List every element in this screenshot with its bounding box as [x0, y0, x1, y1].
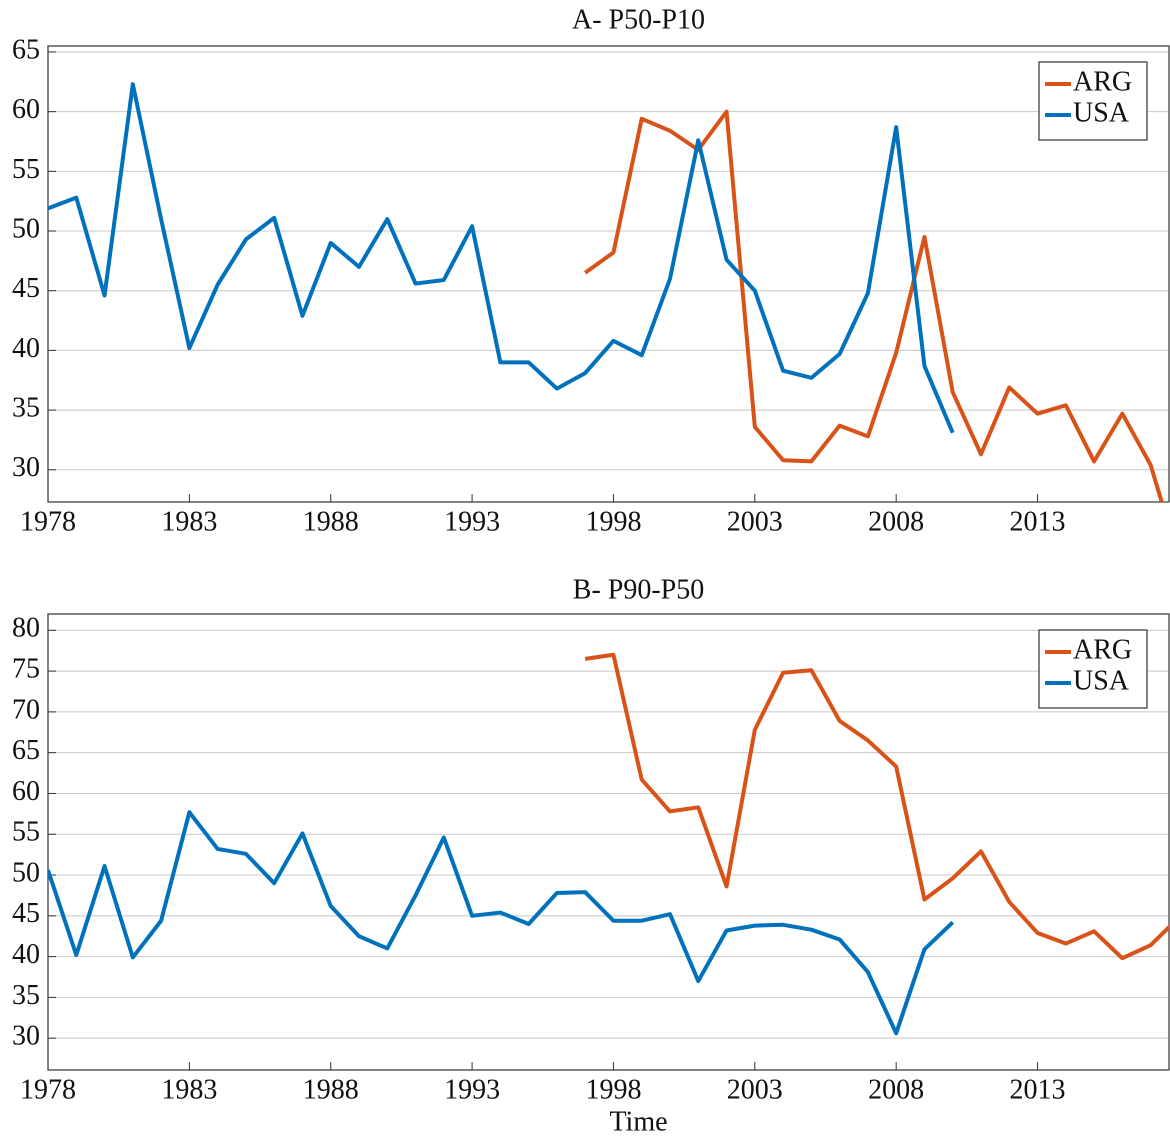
- x-tick-label: 2003: [727, 506, 783, 537]
- x-tick-label: 1988: [303, 1074, 359, 1105]
- y-tick-label: 45: [12, 273, 40, 304]
- legend-box: [1038, 61, 1148, 141]
- x-tick-label: 1998: [585, 1074, 641, 1105]
- lines: [48, 82, 1164, 502]
- y-tick-label: 40: [12, 939, 40, 970]
- legend-box: [1038, 629, 1148, 709]
- y-tick-label: 70: [12, 694, 40, 725]
- y-tick-label: 30: [12, 452, 40, 483]
- x-tick-label: 2003: [727, 1074, 783, 1105]
- x-axis-label: Time: [609, 1106, 667, 1137]
- x-tick-label: 1988: [303, 506, 359, 537]
- x-tick-label: 1978: [20, 506, 76, 537]
- chart-title: A- P50-P10: [572, 4, 705, 35]
- series-line: [48, 810, 955, 1036]
- x-tick-label: 1993: [444, 1074, 500, 1105]
- legend-label: ARG: [1073, 66, 1132, 97]
- x-tick-label: 2008: [868, 1074, 924, 1105]
- y-tick-label: 80: [12, 613, 40, 644]
- y-tick-label: 50: [12, 857, 40, 888]
- y-tick-label: 40: [12, 333, 40, 364]
- series-line: [584, 652, 1169, 961]
- y-tick-label: 30: [12, 1021, 40, 1052]
- x-tick-label: 1998: [585, 506, 641, 537]
- plot-frame: [47, 45, 1170, 503]
- y-tick-label: 55: [12, 817, 40, 848]
- legend-label: USA: [1073, 665, 1130, 696]
- y-tick-label: 60: [12, 94, 40, 125]
- series-line: [48, 82, 955, 434]
- x-tick-label: 1993: [444, 506, 500, 537]
- lines: [48, 652, 1169, 1036]
- plot-frame: [47, 613, 1170, 1071]
- x-tick-label: 2013: [1010, 506, 1066, 537]
- y-tick-label: 65: [12, 34, 40, 65]
- y-tick-label: 60: [12, 776, 40, 807]
- x-tick-label: 1978: [20, 1074, 76, 1105]
- series-line: [584, 109, 1164, 502]
- y-tick-label: 35: [12, 393, 40, 424]
- panel: A- P50-P10 30 35 40 45 50 55 60 65 1978 1983 1988 19…: [12, 4, 1170, 537]
- y-tick-label: 35: [12, 980, 40, 1011]
- y-tick-label: 65: [12, 735, 40, 766]
- x-tick-label: 1983: [161, 1074, 217, 1105]
- x-tick-label: 2008: [868, 506, 924, 537]
- y-tick-label: 55: [12, 154, 40, 185]
- x-tick-label: 1983: [161, 506, 217, 537]
- y-tick-label: 45: [12, 898, 40, 929]
- chart-title: B- P90-P50: [573, 574, 704, 605]
- panel: B- P90-P50 Time 30 35 40 45 50 55 60 65 70 75 80 1978…: [12, 574, 1170, 1137]
- y-tick-label: 75: [12, 654, 40, 685]
- y-tick-label: 50: [12, 213, 40, 244]
- x-tick-label: 2013: [1010, 1074, 1066, 1105]
- legend-label: USA: [1073, 97, 1130, 128]
- legend-label: ARG: [1073, 634, 1132, 665]
